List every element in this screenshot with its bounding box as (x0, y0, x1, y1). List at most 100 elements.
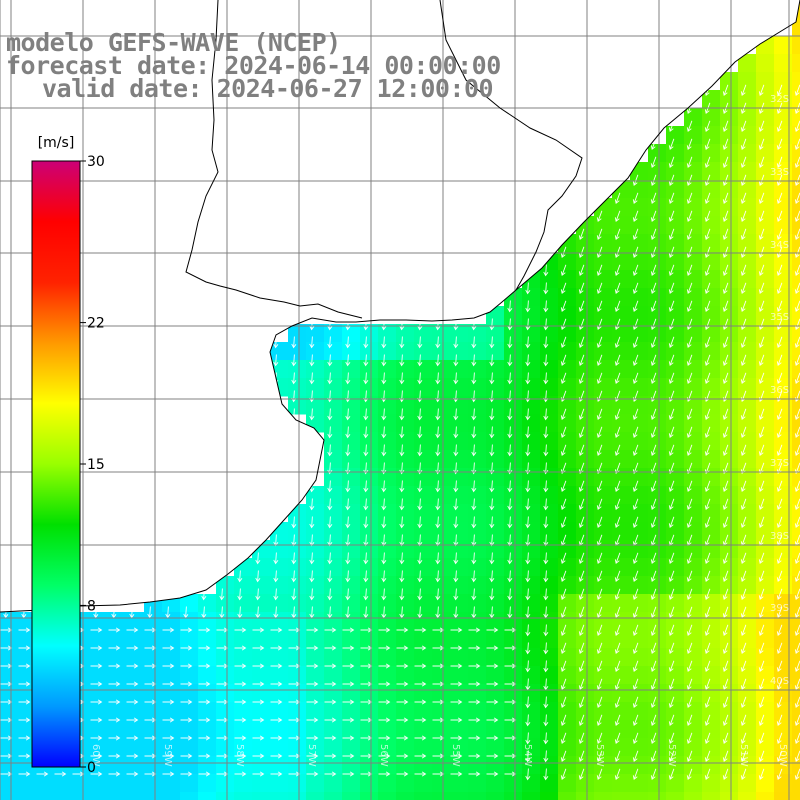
wind-speed-cell (720, 504, 739, 523)
wind-arrow (489, 570, 495, 583)
wind-arrow (381, 498, 387, 511)
wind-speed-cell (144, 702, 163, 721)
wind-speed-cell (414, 774, 433, 793)
wind-speed-cell (756, 414, 775, 433)
wind-arrow (36, 771, 49, 777)
wind-arrow (525, 408, 531, 421)
wind-arrow (18, 717, 31, 723)
wind-speed-cell (378, 666, 397, 685)
wind-arrow (399, 588, 405, 601)
wind-arrow (722, 156, 729, 169)
wind-speed-cell (270, 594, 289, 613)
wind-arrow (324, 717, 337, 723)
wind-speed-cell (324, 702, 343, 721)
wind-arrow (306, 717, 319, 723)
wind-arrow (560, 480, 567, 493)
wind-arrow (543, 336, 549, 349)
wind-arrow (722, 264, 729, 277)
wind-speed-cell (576, 234, 595, 253)
wind-arrow (614, 300, 621, 313)
wind-speed-cell (630, 450, 649, 469)
wind-speed-cell (306, 774, 325, 793)
wind-speed-cell (468, 486, 487, 505)
wind-speed-cell (774, 792, 793, 800)
wind-arrow (525, 660, 531, 673)
wind-arrow (525, 480, 531, 493)
wind-arrow (578, 444, 585, 457)
wind-speed-cell (522, 342, 541, 361)
wind-speed-cell (414, 324, 433, 343)
wind-arrow (776, 300, 783, 313)
wind-speed-cell (450, 468, 469, 487)
wind-speed-cell (504, 648, 523, 667)
wind-speed-cell (540, 576, 559, 595)
wind-speed-cell (702, 648, 721, 667)
wind-speed-cell (558, 756, 577, 775)
wind-speed-cell (702, 180, 721, 199)
wind-speed-cell (576, 342, 595, 361)
wind-speed-cell (684, 522, 703, 541)
wind-speed-cell (414, 594, 433, 613)
wind-arrow (650, 354, 657, 367)
wind-speed-cell (450, 360, 469, 379)
wind-arrow (632, 642, 639, 655)
wind-speed-cell (558, 612, 577, 631)
wind-arrow (722, 552, 729, 565)
wind-arrow (668, 768, 675, 781)
wind-speed-cell (630, 432, 649, 451)
wind-arrow (758, 696, 765, 709)
wind-speed-cell (360, 342, 379, 361)
wind-speed-cell (450, 414, 469, 433)
wind-arrow (273, 570, 279, 583)
wind-arrow (560, 516, 567, 529)
wind-speed-cell (558, 306, 577, 325)
wind-speed-cell (0, 702, 19, 721)
colorbar-tick-label: 22 (87, 316, 105, 332)
wind-arrow (686, 642, 693, 655)
wind-arrow (722, 516, 729, 529)
wind-speed-cell (612, 324, 631, 343)
wind-arrow (486, 735, 499, 741)
wind-speed-cell (288, 576, 307, 595)
wind-speed-cell (594, 504, 613, 523)
wind-speed-cell (612, 270, 631, 289)
wind-speed-cell (558, 738, 577, 757)
wind-speed-cell (648, 144, 667, 163)
wind-arrow (578, 660, 585, 673)
wind-speed-cell (288, 738, 307, 757)
wind-arrow (758, 498, 765, 511)
wind-arrow (378, 771, 391, 777)
wind-speed-cell (504, 504, 523, 523)
wind-arrow (704, 714, 711, 727)
wind-speed-cell (216, 774, 235, 793)
wind-speed-cell (720, 576, 739, 595)
wind-speed-cell (396, 738, 415, 757)
wind-speed-cell (684, 468, 703, 487)
wind-arrow (525, 444, 531, 457)
wind-arrow (450, 645, 463, 651)
wind-arrow (776, 480, 783, 493)
wind-speed-cell (432, 666, 451, 685)
wind-speed-cell (108, 738, 127, 757)
wind-arrow (180, 627, 193, 633)
wind-speed-cell (36, 792, 55, 800)
wind-speed-cell (756, 360, 775, 379)
wind-arrow (758, 606, 765, 619)
wind-speed-cell (540, 378, 559, 397)
wind-speed-cell (666, 288, 685, 307)
wind-speed-cell (666, 720, 685, 739)
wind-arrow (525, 498, 531, 511)
wind-speed-cell (792, 396, 800, 415)
wind-arrow (90, 681, 103, 687)
wind-arrow (686, 210, 693, 223)
wind-arrow (614, 372, 621, 385)
wind-speed-cell (684, 324, 703, 343)
wind-arrow (543, 282, 549, 295)
wind-speed-cell (270, 576, 289, 595)
wind-arrow (596, 516, 603, 529)
wind-speed-cell (342, 486, 361, 505)
wind-arrow (722, 624, 729, 637)
wind-speed-cell (540, 558, 559, 577)
wind-arrow (776, 750, 783, 763)
wind-arrow (255, 570, 261, 583)
